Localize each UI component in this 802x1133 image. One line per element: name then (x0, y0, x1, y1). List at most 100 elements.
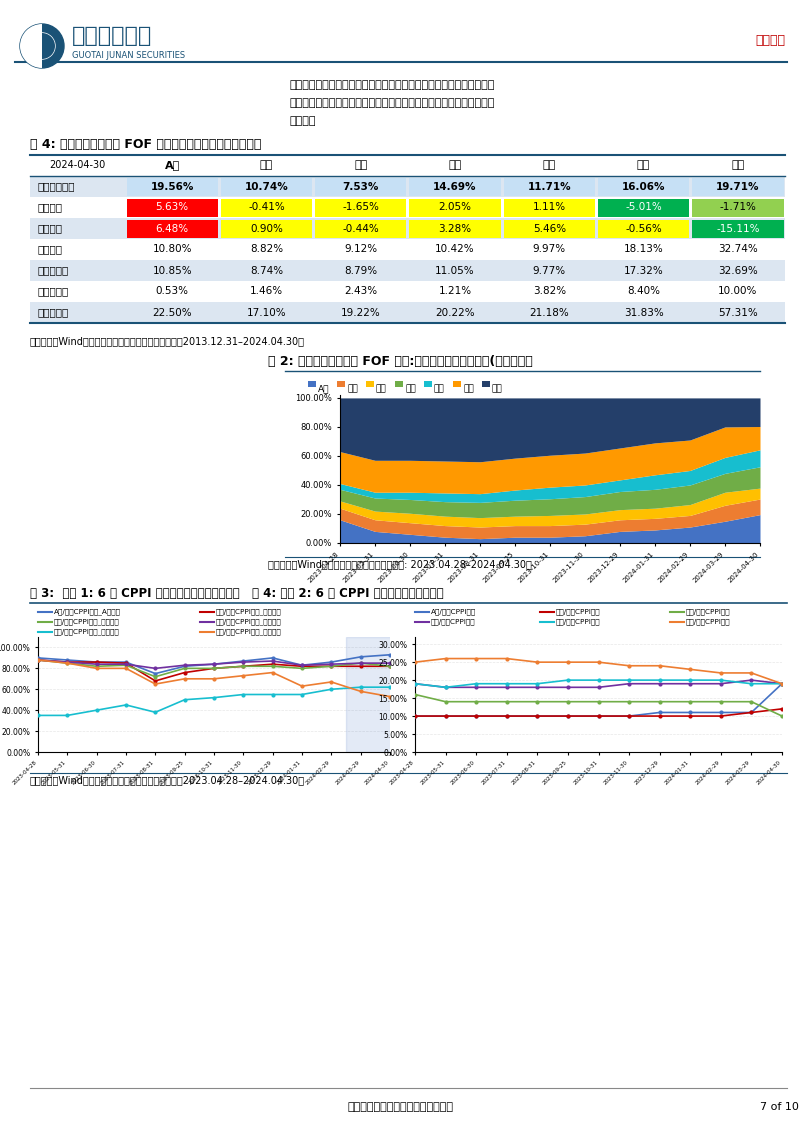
Circle shape (29, 33, 55, 59)
Bar (598, 198, 689, 216)
Text: 印股/债券CPPI组合_印股权重: 印股/债券CPPI组合_印股权重 (216, 619, 282, 625)
Bar (127, 178, 218, 196)
Text: 5.63%: 5.63% (156, 203, 188, 213)
Text: 黄金/债券CPPI组合: 黄金/债券CPPI组合 (686, 619, 731, 625)
Text: 图 3:  阶段 1: 6 个 CPPI 子组合内风险资产权重变化   图 4: 阶段 2: 6 个 CPPI 子组合的风险平价权重: 图 3: 阶段 1: 6 个 CPPI 子组合内风险资产权重变化 图 4: 阶段… (30, 587, 444, 600)
Text: 3.28%: 3.28% (439, 223, 472, 233)
Wedge shape (42, 33, 55, 59)
Text: 历史最大值: 历史最大值 (38, 307, 69, 317)
Bar (315, 198, 407, 216)
Text: 2.43%: 2.43% (344, 287, 377, 297)
Text: -0.56%: -0.56% (626, 223, 662, 233)
Bar (482, 381, 490, 387)
Text: 57.31%: 57.31% (718, 307, 758, 317)
Bar (409, 198, 500, 216)
Bar (221, 198, 312, 216)
Text: 商品: 商品 (434, 384, 445, 393)
Bar (395, 381, 403, 387)
Text: 11.71%: 11.71% (528, 181, 571, 191)
Text: 数据来源：Wind，国泰君安证券研究；数据区间: 2023.04.28–2024.04.30。: 数据来源：Wind，国泰君安证券研究；数据区间: 2023.04.28–2024… (268, 559, 532, 569)
Text: 16.06%: 16.06% (622, 181, 666, 191)
Text: 11.05%: 11.05% (435, 265, 475, 275)
Text: 1.11%: 1.11% (533, 203, 566, 213)
Wedge shape (20, 24, 42, 68)
Bar (308, 381, 316, 387)
Text: 8.74%: 8.74% (250, 265, 283, 275)
Text: 8.40%: 8.40% (627, 287, 660, 297)
Text: -5.01%: -5.01% (626, 203, 662, 213)
Text: 历史最小值: 历史最小值 (38, 287, 69, 297)
Text: 9.12%: 9.12% (344, 245, 377, 255)
Bar (30, 281, 785, 303)
Bar (453, 381, 461, 387)
Bar (30, 303, 785, 323)
Text: 10.00%: 10.00% (718, 287, 758, 297)
Text: 17.32%: 17.32% (624, 265, 663, 275)
Text: 最新配置权重: 最新配置权重 (38, 181, 75, 191)
Text: 季度变化: 季度变化 (38, 223, 63, 233)
Text: 8.79%: 8.79% (344, 265, 377, 275)
Text: A股: A股 (164, 161, 180, 170)
Text: 债券: 债券 (492, 384, 503, 393)
Bar (692, 220, 784, 238)
Bar (346, 637, 405, 752)
Text: 18.13%: 18.13% (624, 245, 663, 255)
Text: 14.69%: 14.69% (433, 181, 476, 191)
Text: 美股/债券CPPI组合: 美股/债券CPPI组合 (556, 608, 601, 615)
Text: 国泰君安证券: 国泰君安证券 (72, 26, 152, 46)
Text: A股/债券CPPI组合: A股/债券CPPI组合 (431, 608, 476, 615)
Text: 印股/债券CPPI组合: 印股/债券CPPI组合 (431, 619, 476, 625)
Text: 日股/债券CPPI组合_日股权重: 日股/债券CPPI组合_日股权重 (54, 619, 119, 625)
Text: 9.77%: 9.77% (533, 265, 566, 275)
Text: -1.71%: -1.71% (719, 203, 756, 213)
Text: 32.69%: 32.69% (718, 265, 758, 275)
Bar (30, 218, 785, 239)
Text: 19.56%: 19.56% (151, 181, 194, 191)
Text: A股: A股 (318, 384, 330, 393)
Bar (598, 178, 689, 196)
Bar (692, 198, 784, 216)
Text: 2024-04-30: 2024-04-30 (50, 161, 106, 170)
Text: 治冲突相对平稳，以及多头获利了结，黄金资产短期内存在一定波动风: 治冲突相对平稳，以及多头获利了结，黄金资产短期内存在一定波动风 (290, 80, 496, 90)
Text: 32.74%: 32.74% (718, 245, 758, 255)
Bar (127, 198, 218, 216)
Text: 3.82%: 3.82% (533, 287, 566, 297)
Bar (366, 381, 374, 387)
Text: 数据来源：Wind，国泰君安证券研究；数据统计区间：2023.04.28–2024.04.30。: 数据来源：Wind，国泰君安证券研究；数据统计区间：2023.04.28–202… (30, 775, 305, 785)
Bar (127, 220, 218, 238)
Text: 商品/债券CPPI组合_商品权重: 商品/债券CPPI组合_商品权重 (54, 629, 119, 636)
Text: 7 of 10: 7 of 10 (760, 1102, 799, 1111)
Text: 美股/债券CPPI组合_美股权重: 美股/债券CPPI组合_美股权重 (216, 608, 282, 615)
Text: -1.65%: -1.65% (342, 203, 379, 213)
Text: 7.53%: 7.53% (342, 181, 379, 191)
Text: 险。但黄金资产的抗通胀、信用对冲以及避险属性仍然凸显，中长期仍: 险。但黄金资产的抗通胀、信用对冲以及避险属性仍然凸显，中长期仍 (290, 97, 496, 108)
Text: 9.97%: 9.97% (533, 245, 566, 255)
Text: 日股: 日股 (354, 161, 367, 170)
Text: 10.42%: 10.42% (435, 245, 475, 255)
Circle shape (20, 24, 64, 68)
Text: 19.71%: 19.71% (716, 181, 759, 191)
Text: 黄金: 黄金 (637, 161, 650, 170)
Text: 1.46%: 1.46% (250, 287, 283, 297)
Text: 5.46%: 5.46% (533, 223, 566, 233)
Bar (409, 220, 500, 238)
Bar (30, 197, 785, 218)
Text: 10.80%: 10.80% (152, 245, 192, 255)
Text: -15.11%: -15.11% (716, 223, 759, 233)
Text: 月度变化: 月度变化 (38, 203, 63, 213)
Text: 商品: 商品 (543, 161, 556, 170)
Text: 10.85%: 10.85% (152, 265, 192, 275)
Text: 黄金/债券CPPI组合_黄金权重: 黄金/债券CPPI组合_黄金权重 (216, 629, 282, 636)
Bar (424, 381, 432, 387)
Text: 21.18%: 21.18% (529, 307, 569, 317)
Bar (504, 178, 595, 196)
Text: 6.48%: 6.48% (156, 223, 188, 233)
Text: 数据来源：Wind，国泰君安证券研究；数据统计日期：2013.12.31–2024.04.30。: 数据来源：Wind，国泰君安证券研究；数据统计日期：2013.12.31–202… (30, 337, 305, 346)
Text: 历史平均: 历史平均 (38, 245, 63, 255)
Text: 黄金: 黄金 (463, 384, 474, 393)
Text: 17.10%: 17.10% (247, 307, 286, 317)
Text: 日股/债券CPPI组合: 日股/债券CPPI组合 (686, 608, 731, 615)
Text: 图 2: 全球大类资产配置 FOF 组合:各类资产配置权重变化(过去一年）: 图 2: 全球大类资产配置 FOF 组合:各类资产配置权重变化(过去一年） (268, 355, 533, 368)
Bar (409, 178, 500, 196)
Text: 需关注。: 需关注。 (290, 116, 317, 126)
